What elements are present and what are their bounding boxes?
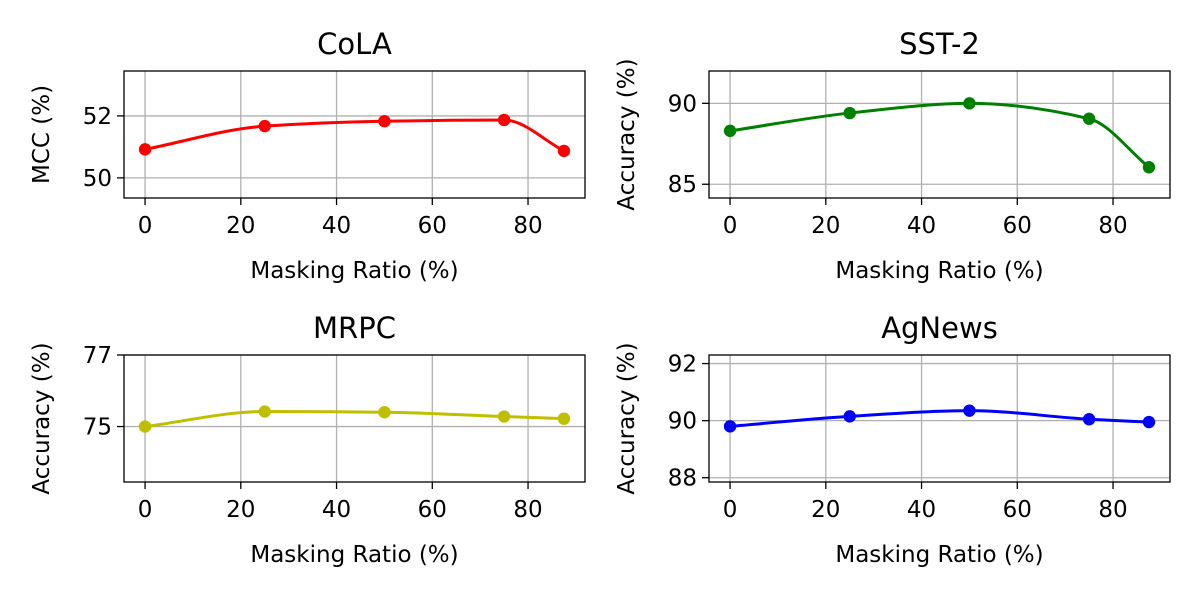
y-tick-label: 50 xyxy=(83,166,112,192)
data-point xyxy=(723,124,737,138)
data-point xyxy=(723,420,737,433)
x-tick-label: 20 xyxy=(811,497,840,523)
data-point xyxy=(557,144,571,158)
x-axis-label: Masking Ratio (%) xyxy=(250,258,458,284)
chart-mrpc: 0 20 40 60 80 75 77 MRPC Masking Ratio (%) Accura… xyxy=(29,311,586,568)
y-tick-label: 90 xyxy=(668,409,697,435)
x-tick-label: 20 xyxy=(226,497,255,523)
data-point xyxy=(963,97,976,110)
x-tick-label: 80 xyxy=(1098,213,1127,239)
data-point xyxy=(138,420,152,433)
chart-agnews: 0 20 40 60 80 88 90 92 AgNews Masking Ratio (%) Ac… xyxy=(614,311,1171,568)
data-point xyxy=(1142,161,1156,174)
data-point xyxy=(843,410,856,423)
data-point xyxy=(258,119,271,133)
data-point xyxy=(1142,415,1156,429)
x-axis-label: Masking Ratio (%) xyxy=(835,542,1043,568)
x-tick-label: 40 xyxy=(322,497,351,523)
data-point xyxy=(557,412,571,425)
data-point xyxy=(1082,413,1096,426)
plot-frame xyxy=(708,354,1171,483)
x-tick-label: 60 xyxy=(418,497,447,523)
data-point xyxy=(1082,112,1096,125)
y-tick-label: 77 xyxy=(83,343,112,369)
y-axis-label: MCC (%) xyxy=(29,85,55,184)
plot-frame xyxy=(708,70,1171,199)
x-tick-label: 40 xyxy=(322,213,351,239)
x-tick-label: 40 xyxy=(907,497,936,523)
x-tick-label: 0 xyxy=(723,497,738,523)
y-tick-label: 92 xyxy=(668,352,697,378)
chart-title: MRPC xyxy=(313,311,396,345)
x-tick-label: 60 xyxy=(418,213,447,239)
x-tick-label: 60 xyxy=(1003,213,1032,239)
x-tick-label: 0 xyxy=(723,213,738,239)
y-tick-label: 90 xyxy=(668,91,697,117)
y-tick-label: 85 xyxy=(668,172,697,198)
chart-sst-2: 0 20 40 60 80 85 90 SST-2 Masking Ratio (%) Accur… xyxy=(614,27,1171,284)
chart-title: AgNews xyxy=(881,311,998,345)
x-tick-label: 0 xyxy=(138,497,153,523)
y-axis-label: Accuracy (%) xyxy=(29,342,55,494)
chart-cola: 0 20 40 60 80 50 52 CoLA Masking Ratio (%) MCC (%… xyxy=(29,27,586,284)
data-point xyxy=(843,106,856,120)
y-tick-label: 75 xyxy=(83,415,112,441)
x-tick-label: 0 xyxy=(138,213,153,239)
y-axis-label: Accuracy (%) xyxy=(614,58,640,210)
x-tick-label: 80 xyxy=(513,497,542,523)
x-tick-label: 60 xyxy=(1003,497,1032,523)
plot-frame xyxy=(123,354,586,483)
chart-title: SST-2 xyxy=(899,27,980,61)
x-tick-label: 80 xyxy=(513,213,542,239)
x-axis-label: Masking Ratio (%) xyxy=(250,542,458,568)
y-tick-label: 52 xyxy=(83,104,112,130)
data-point xyxy=(378,406,391,419)
x-tick-label: 20 xyxy=(811,213,840,239)
data-point xyxy=(378,114,391,128)
data-point xyxy=(963,404,976,417)
data-point xyxy=(497,113,511,127)
x-axis-label: Masking Ratio (%) xyxy=(835,258,1043,284)
data-point xyxy=(497,410,511,423)
x-tick-label: 20 xyxy=(226,213,255,239)
plot-frame xyxy=(123,70,586,199)
data-point xyxy=(138,143,152,156)
x-tick-label: 80 xyxy=(1098,497,1127,523)
data-point xyxy=(258,405,271,418)
chart-title: CoLA xyxy=(317,27,392,61)
x-tick-label: 40 xyxy=(907,213,936,239)
series-line xyxy=(729,101,1150,169)
y-axis-label: Accuracy (%) xyxy=(614,342,640,494)
y-tick-label: 88 xyxy=(668,466,697,492)
